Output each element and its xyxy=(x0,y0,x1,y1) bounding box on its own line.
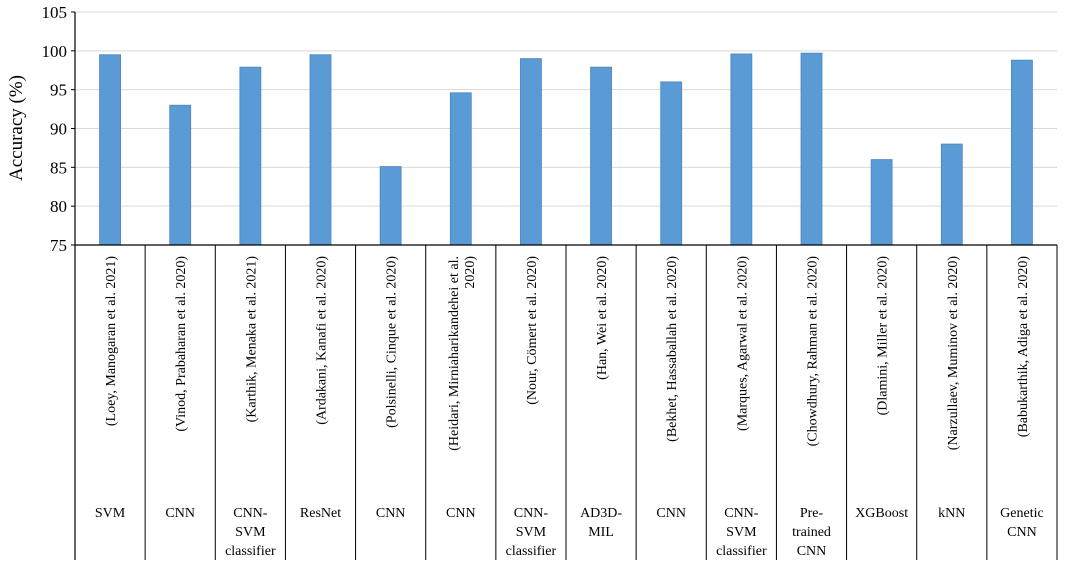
method-labels: SVM CNN CNN- SVM classifier ResNet CNN CNN CNN- S… xyxy=(95,506,1044,559)
reference-label: (Nour, Cömert et al. 2020) xyxy=(525,256,540,405)
bar xyxy=(940,143,963,246)
method-label: SVM xyxy=(95,506,126,521)
method-label: classifier xyxy=(716,544,767,559)
bar xyxy=(239,66,262,246)
y-tick-label: 90 xyxy=(50,120,67,139)
gridlines xyxy=(75,11,1057,207)
method-label: trained xyxy=(792,525,831,540)
method-label: CNN xyxy=(1007,525,1037,540)
reference-label: (Bekhet, Hassaballah et al. 2020) xyxy=(665,256,680,442)
reference-label: (Dlamini, Miller et al. 2020) xyxy=(876,256,891,416)
reference-label: 2020) xyxy=(463,256,478,289)
method-label: CNN xyxy=(797,544,827,559)
bar xyxy=(590,66,612,246)
bar xyxy=(379,166,402,246)
bar xyxy=(309,54,332,246)
reference-label: (Babukarthik, Adiga et al. 2020) xyxy=(1016,256,1031,438)
bar xyxy=(99,54,121,246)
method-label: SVM xyxy=(516,525,547,540)
method-label: SVM xyxy=(235,525,266,540)
reference-label: (Vinod, Prabaharan et al. 2020) xyxy=(174,256,189,432)
method-label: SVM xyxy=(726,525,757,540)
method-label: CNN xyxy=(656,506,686,521)
y-tick-label: 75 xyxy=(50,236,67,255)
method-label: CNN- xyxy=(233,506,268,521)
category-labels: (Loey, Manogaran et al. 2021) (Vinod, Pra… xyxy=(104,256,1031,451)
y-tick-label: 105 xyxy=(42,3,68,22)
bar xyxy=(1011,59,1033,246)
method-label: MIL xyxy=(588,525,614,540)
reference-label: (Han, Wei et al. 2020) xyxy=(595,256,610,380)
method-label: classifier xyxy=(506,544,557,559)
bar xyxy=(449,92,472,246)
y-tick-label: 95 xyxy=(50,81,67,100)
bar xyxy=(660,81,683,246)
reference-label: (Heidari, Mirniaharikandehei et al. xyxy=(447,256,462,451)
y-tick-label: 85 xyxy=(50,158,67,177)
method-label: ResNet xyxy=(300,506,341,521)
bar xyxy=(169,104,192,246)
method-label: CNN xyxy=(165,506,195,521)
reference-label: (Narzullaev, Muminov et al. 2020) xyxy=(946,256,961,451)
y-axis-title: Accuracy (%) xyxy=(6,75,27,181)
y-tick-label: 100 xyxy=(42,42,68,61)
axes xyxy=(71,11,1058,560)
method-label: AD3D- xyxy=(580,506,622,521)
method-label: CNN- xyxy=(514,506,549,521)
method-label: Genetic xyxy=(1000,506,1044,521)
method-label: Pre- xyxy=(800,506,824,521)
method-label: classifier xyxy=(225,544,276,559)
bar xyxy=(730,53,753,246)
method-label: CNN xyxy=(446,506,476,521)
reference-label: (Karthik, Menaka et al. 2021) xyxy=(244,256,259,423)
bars xyxy=(99,52,1033,246)
reference-label: (Chowdhury, Rahman et al. 2020) xyxy=(806,256,821,447)
method-label: CNN xyxy=(376,506,406,521)
reference-label: (Ardakani, Kanafi et al. 2020) xyxy=(315,256,330,425)
y-tick-label: 80 xyxy=(50,197,67,216)
method-label: XGBoost xyxy=(855,506,908,521)
bar xyxy=(800,52,823,246)
bar xyxy=(870,159,893,246)
method-label: kNN xyxy=(938,506,965,521)
reference-label: (Marques, Agarwal et al. 2020) xyxy=(735,256,750,431)
method-label: CNN- xyxy=(724,506,759,521)
y-tick-labels: 75 80 85 90 95 100 105 xyxy=(42,3,68,255)
bar xyxy=(520,58,542,246)
reference-label: (Loey, Manogaran et al. 2021) xyxy=(104,256,119,426)
reference-label: (Polsinelli, Cinque et al. 2020) xyxy=(385,256,400,428)
